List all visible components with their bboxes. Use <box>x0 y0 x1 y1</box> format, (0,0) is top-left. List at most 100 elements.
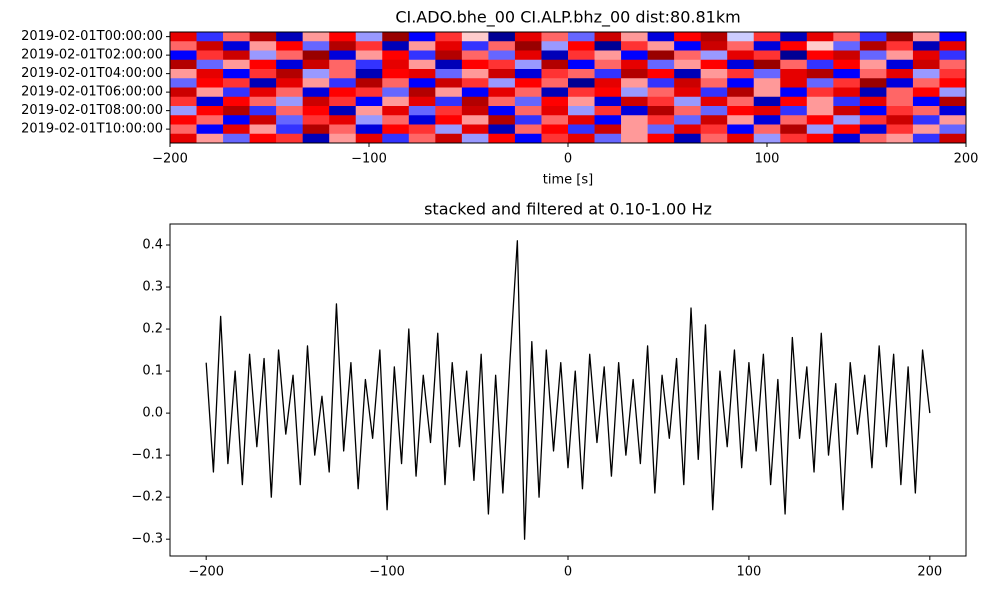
heatmap-cell <box>568 59 595 70</box>
heatmap-cell <box>647 87 675 98</box>
heatmap-cell <box>223 133 250 144</box>
heatmap-cell <box>276 50 303 61</box>
heatmap-cell <box>621 96 648 107</box>
heatmap-cell <box>249 78 277 88</box>
x-tick-label: 100 <box>755 152 780 167</box>
heatmap-cell <box>488 50 516 61</box>
x-tick-label: −100 <box>351 152 387 167</box>
heatmap-cell <box>886 32 914 42</box>
heatmap-cell <box>568 133 595 144</box>
heatmap-cell <box>382 78 410 88</box>
heatmap-cell <box>541 96 569 107</box>
heatmap-cell <box>196 50 224 61</box>
heatmap-cell <box>912 41 940 51</box>
heatmap-cell <box>833 41 861 51</box>
heatmap-cell <box>435 133 463 144</box>
heatmap-cell <box>196 124 224 135</box>
heatmap-cell <box>408 50 436 61</box>
heatmap-cell <box>700 50 728 61</box>
heatmap-cell <box>594 87 622 98</box>
y-tick-label: 2019-02-01T04:00:00 <box>21 66 163 81</box>
heatmap-cell <box>461 106 489 116</box>
heatmap-cell <box>621 87 648 98</box>
heatmap-cell <box>408 41 436 51</box>
heatmap-cell <box>833 96 861 107</box>
heatmap-cell <box>647 124 675 135</box>
heatmap-cell <box>939 115 967 125</box>
heatmap-cell <box>647 50 675 61</box>
heatmap-cell <box>329 133 357 144</box>
y-tick-label: 2019-02-01T02:00:00 <box>21 48 163 63</box>
heatmap-cell <box>196 87 224 98</box>
heatmap-cell <box>939 96 967 107</box>
heatmap-cell <box>355 96 383 107</box>
heatmap-cell <box>647 106 675 116</box>
y-tick-label: 0.3 <box>142 280 163 295</box>
heatmap-cell <box>488 41 516 51</box>
heatmap-cell <box>806 124 834 135</box>
heatmap-cell <box>514 124 542 135</box>
heatmap-cell <box>700 32 728 42</box>
heatmap-cell <box>196 32 224 42</box>
heatmap-cell <box>435 96 463 107</box>
heatmap-cell <box>912 96 940 107</box>
heatmap-cell <box>727 87 755 98</box>
heatmap-cell <box>223 96 250 107</box>
heatmap-cell <box>541 115 569 125</box>
heatmap-cell <box>435 59 463 70</box>
heatmap-cell <box>249 69 277 79</box>
heatmap-cell <box>514 133 542 144</box>
heatmap-cell <box>780 115 808 125</box>
heatmap-cell <box>249 87 277 98</box>
y-tick-label: 2019-02-01T10:00:00 <box>21 122 163 137</box>
heatmap-cell <box>833 78 861 88</box>
heatmap-cell <box>753 32 781 42</box>
heatmap-cell <box>674 87 701 98</box>
heatmap-cell <box>223 32 250 42</box>
heatmap-cell <box>806 50 834 61</box>
heatmap-cell <box>355 133 383 144</box>
heatmap-cell <box>488 69 516 79</box>
heatmap-cell <box>196 133 224 144</box>
x-tick-label: 200 <box>917 565 942 580</box>
heatmap-cell <box>170 87 197 98</box>
heatmap-cell <box>833 87 861 98</box>
data-line <box>205 240 931 540</box>
heatmap-cell <box>859 87 887 98</box>
heatmap-cell <box>514 106 542 116</box>
heatmap-cell <box>859 32 887 42</box>
heatmap-cell <box>647 115 675 125</box>
heatmap-cell <box>488 106 516 116</box>
heatmap-cell <box>753 59 781 70</box>
heatmap-cell <box>302 106 330 116</box>
heatmap-cell <box>859 78 887 88</box>
heatmap-cell <box>541 78 569 88</box>
heatmap-cell <box>939 41 967 51</box>
heatmap-cell <box>568 78 595 88</box>
heatmap-cell <box>568 41 595 51</box>
heatmap-cell <box>806 59 834 70</box>
heatmap-cell <box>833 32 861 42</box>
heatmap-cell <box>329 96 357 107</box>
heatmap-cell <box>408 124 436 135</box>
heatmap-cell <box>223 106 250 116</box>
heatmap-cell <box>276 106 303 116</box>
heatmap-cell <box>700 59 728 70</box>
heatmap-cell <box>488 59 516 70</box>
heatmap-cell <box>249 32 277 42</box>
heatmap-cell <box>912 87 940 98</box>
heatmap-cell <box>700 106 728 116</box>
heatmap-cell <box>939 87 967 98</box>
heatmap-cell <box>514 78 542 88</box>
heatmap-cell <box>621 69 648 79</box>
heatmap-cell <box>753 87 781 98</box>
heatmap-cell <box>939 106 967 116</box>
heatmap-cell <box>568 96 595 107</box>
heatmap-cell <box>594 96 622 107</box>
heatmap-cell <box>514 59 542 70</box>
heatmap-cell <box>435 115 463 125</box>
heatmap-cell <box>541 106 569 116</box>
heatmap-cell <box>170 41 197 51</box>
heatmap-cell <box>753 96 781 107</box>
heatmap-cell <box>170 133 197 144</box>
